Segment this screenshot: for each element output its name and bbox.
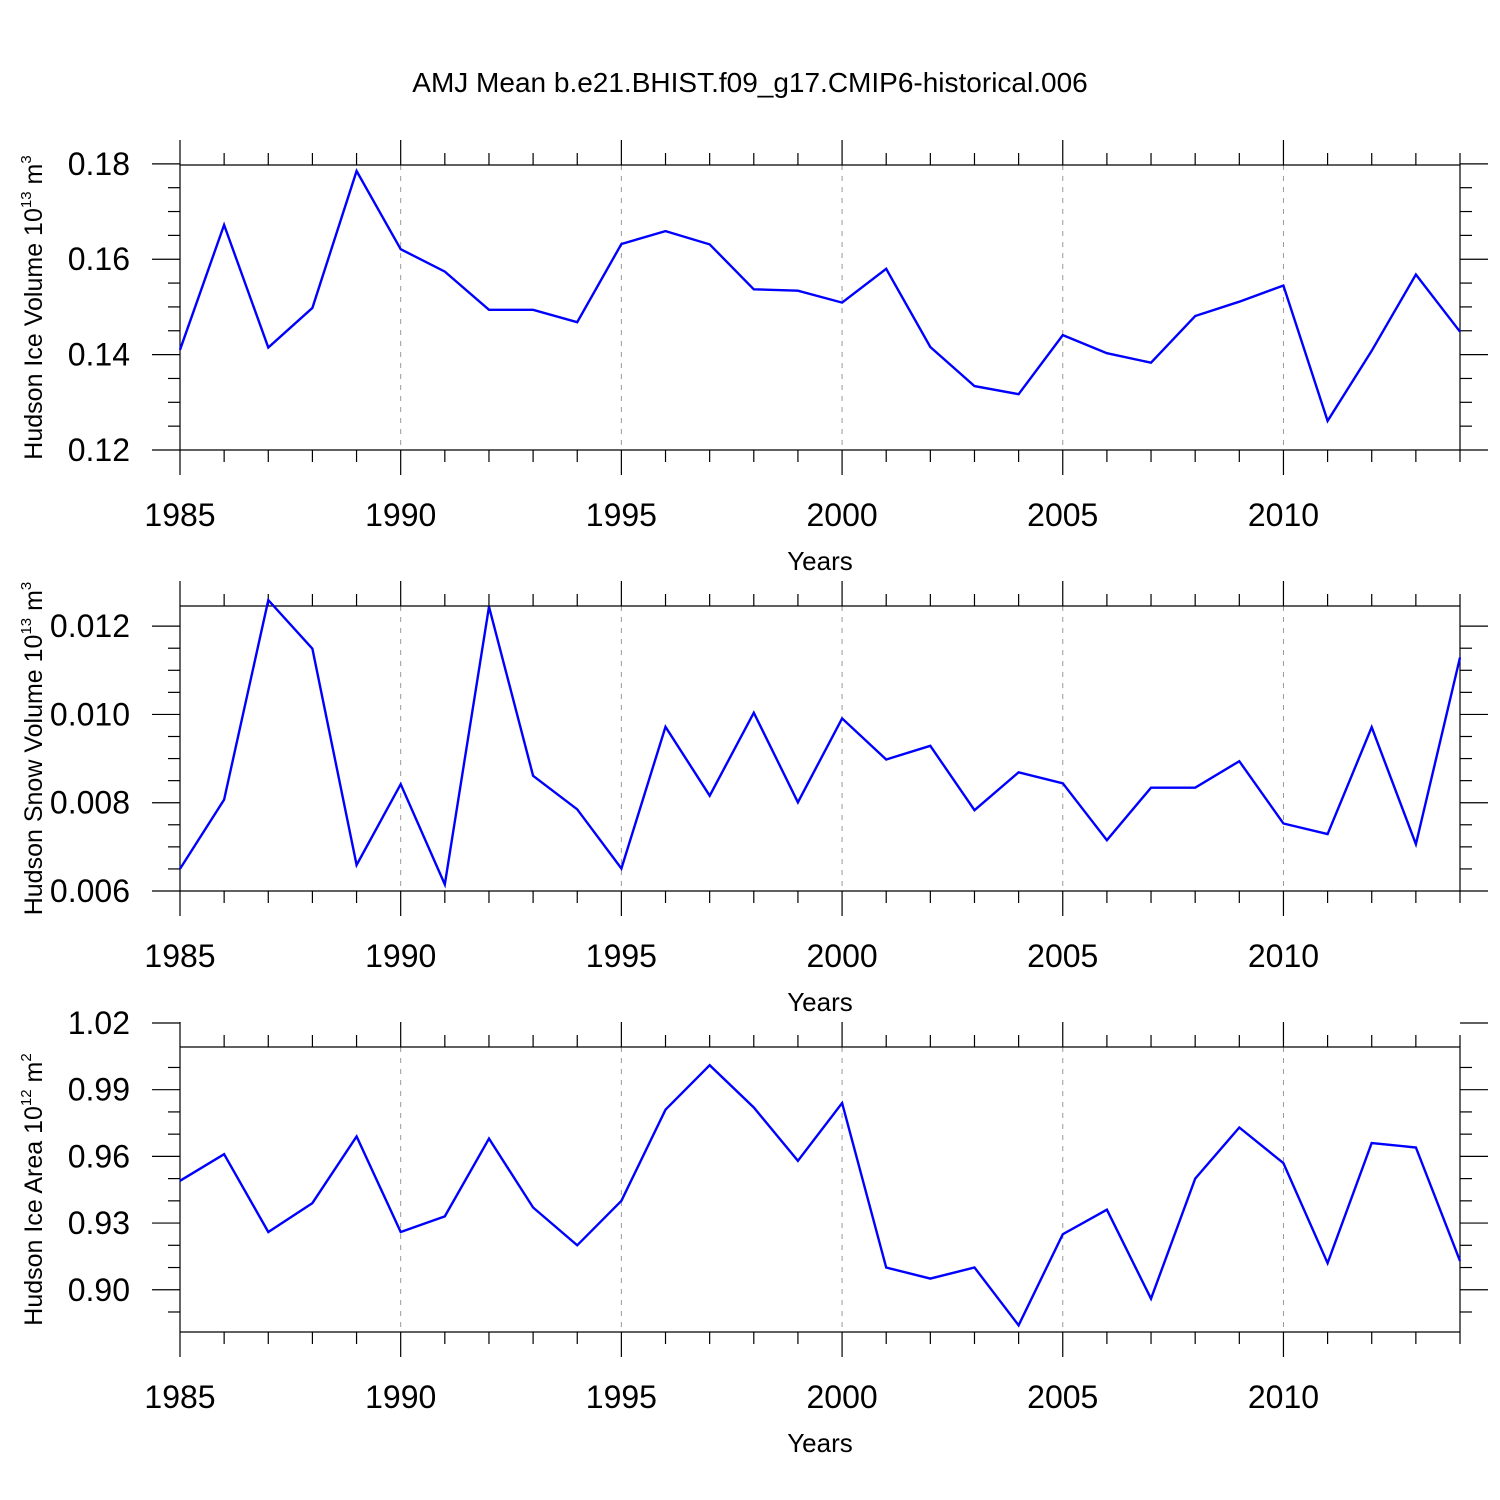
x-tick-label: 2005 (1027, 938, 1098, 974)
x-axis-title: Years (787, 1428, 853, 1458)
chart-panels: 1985 1990 1995 2000 2005 2010 Years 0.12 0.14 0.1… (18, 140, 1488, 1458)
series-line (178, 597, 1462, 889)
y-axis-title-text: Hudson Ice Area 10 (20, 1106, 48, 1326)
chart-panel-2: 1985 1990 1995 2000 2005 2010 Years 0.006 0.008 0… (18, 581, 1488, 1017)
y-tick-label: 1.02 (68, 1005, 130, 1041)
y-tick-label: 0.12 (68, 432, 130, 468)
x-tick-label: 1985 (144, 1379, 215, 1415)
y-axis-title: Hudson Ice Area 1012 m2 (18, 1053, 48, 1325)
x-tick-label: 1995 (586, 1379, 657, 1415)
y-axis-title-unit: m (20, 1062, 48, 1090)
x-tick-label: 2000 (806, 497, 877, 533)
chart-panel-3: 1985 1990 1995 2000 2005 2010 Years 0.90 0.93 0.9… (18, 1005, 1488, 1458)
y-tick-label: 0.93 (68, 1205, 130, 1241)
y-tick-label: 0.90 (68, 1272, 130, 1308)
x-tick-label: 1990 (365, 1379, 436, 1415)
y-axis-title: Hudson Ice Volume 1013 m3 (18, 155, 48, 459)
y-axis-title-unit-exponent: 2 (18, 1053, 35, 1061)
x-tick-label: 2005 (1027, 497, 1098, 533)
series-line (178, 168, 1461, 424)
x-tick-label: 2010 (1248, 1379, 1319, 1415)
x-axis-title: Years (787, 546, 853, 576)
x-tick-label: 2000 (806, 938, 877, 974)
y-tick-label: 0.16 (68, 241, 130, 277)
x-tick-label: 1995 (586, 938, 657, 974)
x-tick-label: 1990 (365, 938, 436, 974)
series-line (179, 1063, 1462, 1328)
y-axis-title-text: Hudson Snow Volume 10 (20, 635, 48, 916)
x-tick-label: 1995 (586, 497, 657, 533)
x-tick-label: 1985 (144, 938, 215, 974)
x-tick-label: 2000 (806, 1379, 877, 1415)
y-axis-title-unit: m (20, 590, 48, 618)
y-axis-title-text: Hudson Ice Volume 10 (20, 208, 48, 460)
y-axis-title-exponent: 13 (18, 618, 35, 635)
chart-title: AMJ Mean b.e21.BHIST.f09_g17.CMIP6-histo… (412, 67, 1087, 98)
x-tick-label: 2010 (1248, 497, 1319, 533)
y-tick-label: 0.012 (50, 608, 130, 644)
y-axis-title-unit-exponent: 3 (18, 582, 35, 590)
x-tick-label: 1985 (144, 497, 215, 533)
x-tick-label: 2005 (1027, 1379, 1098, 1415)
y-axis-title-unit: m (20, 164, 48, 192)
y-tick-label: 0.010 (50, 696, 130, 732)
x-tick-label: 1990 (365, 497, 436, 533)
chart-panel-1: 1985 1990 1995 2000 2005 2010 Years 0.12 0.14 0.1… (18, 140, 1488, 576)
y-axis-title: Hudson Snow Volume 1013 m3 (18, 582, 48, 916)
y-tick-label: 0.18 (68, 146, 130, 182)
y-tick-label: 0.006 (50, 873, 130, 909)
y-tick-label: 0.008 (50, 785, 130, 821)
x-axis-title: Years (787, 987, 853, 1017)
x-tick-label: 2010 (1248, 938, 1319, 974)
y-tick-label: 0.14 (68, 337, 130, 373)
y-tick-label: 0.99 (68, 1072, 130, 1108)
y-tick-label: 0.96 (68, 1138, 130, 1174)
y-axis-title-unit-exponent: 3 (18, 155, 35, 163)
y-axis-title-exponent: 13 (18, 191, 35, 208)
y-axis-title-exponent: 12 (18, 1089, 35, 1106)
